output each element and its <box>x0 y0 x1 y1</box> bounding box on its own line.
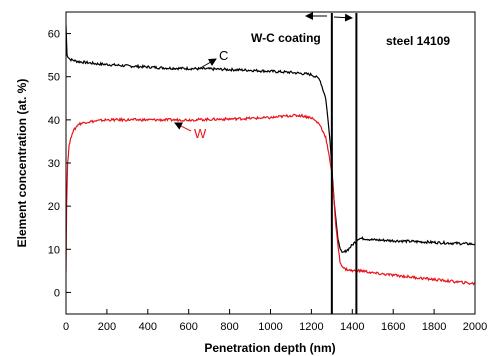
x-tick-label: 1400 <box>340 321 364 333</box>
y-tick-label: 10 <box>48 244 60 256</box>
y-tick-label: 0 <box>54 287 60 299</box>
y-axis-ticks: 0 10 20 30 40 50 60 <box>48 29 71 299</box>
y-tick-label: 30 <box>48 158 60 170</box>
x-tick-label: 1800 <box>422 321 446 333</box>
x-tick-label: 600 <box>180 321 198 333</box>
x-axis-title: Penetration depth (nm) <box>204 341 335 355</box>
pointer-c <box>196 58 217 71</box>
x-tick-label: 800 <box>220 321 238 333</box>
x-axis-ticks: 0 200 400 600 800 1000 1200 1400 1600 1800 2000 <box>63 309 487 333</box>
x-tick-label: 0 <box>63 321 69 333</box>
series-line-w <box>66 113 475 286</box>
series-label-c: C <box>219 48 228 63</box>
pointer-w <box>174 122 192 132</box>
plot-frame <box>65 11 476 315</box>
x-tick-label: 1000 <box>258 321 282 333</box>
y-tick-label: 40 <box>48 115 60 127</box>
series-line-c <box>66 24 475 254</box>
x-tick-label: 400 <box>139 321 157 333</box>
interface-layer <box>330 13 358 314</box>
y-tick-label: 20 <box>48 201 60 213</box>
x-tick-label: 200 <box>98 321 116 333</box>
y-tick-label: 50 <box>48 72 60 84</box>
annotation-coating: W-C coating <box>251 31 321 45</box>
series-label-w: W <box>194 126 207 141</box>
arrow-to-substrate <box>333 13 353 22</box>
x-tick-label: 2000 <box>463 321 487 333</box>
annotation-substrate: steel 14109 <box>386 34 450 48</box>
series-layer <box>66 24 475 286</box>
x-tick-label: 1600 <box>381 321 405 333</box>
x-tick-label: 1200 <box>299 321 323 333</box>
y-tick-label: 60 <box>48 29 60 41</box>
y-axis-title: Element concentration (at. %) <box>15 79 29 248</box>
